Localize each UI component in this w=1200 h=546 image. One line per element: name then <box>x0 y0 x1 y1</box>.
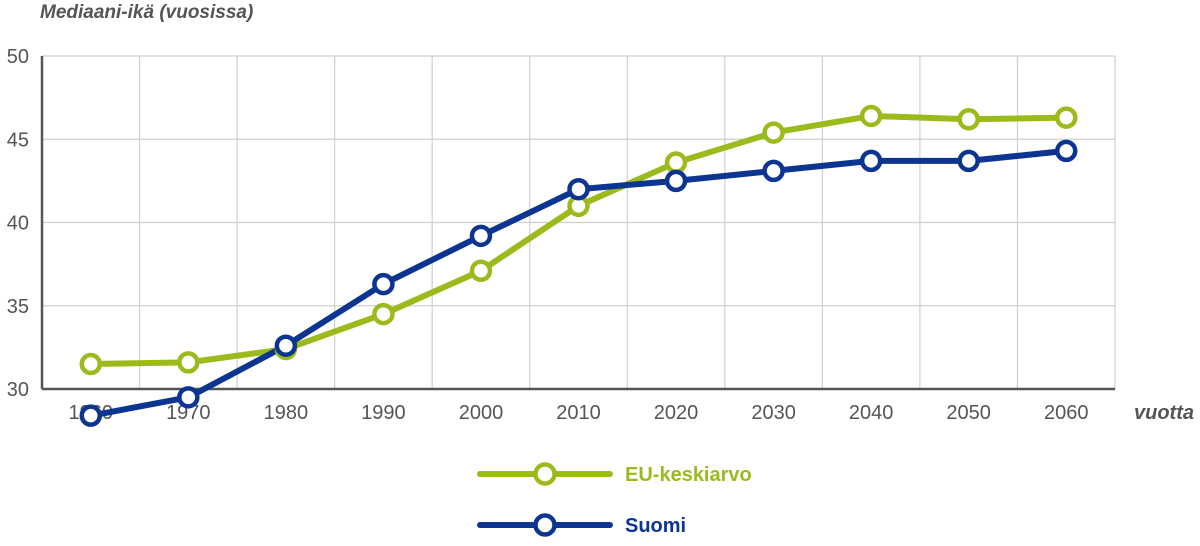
data-point-1 <box>859 149 883 173</box>
data-point-1 <box>1054 139 1078 163</box>
x-tick-label: 2050 <box>946 402 991 424</box>
legend-marker-0 <box>533 462 557 486</box>
y-tick-label: 45 <box>7 129 29 151</box>
data-point-1 <box>567 177 590 201</box>
data-point-0 <box>1054 106 1078 129</box>
data-point-1 <box>469 224 493 248</box>
y-axis-title: Mediaani-ikä (vuosissa) <box>40 2 254 23</box>
x-tick-label: 2030 <box>751 402 796 424</box>
x-tick-label: 2000 <box>459 402 504 424</box>
data-point-1 <box>762 159 785 183</box>
x-tick-label: 2020 <box>654 402 699 424</box>
legend-label-1: Suomi <box>625 515 686 537</box>
data-point-0 <box>177 351 200 374</box>
x-tick-label: 2010 <box>556 402 601 424</box>
x-tick-label: 2040 <box>849 402 894 424</box>
legend-marker-1 <box>533 513 557 537</box>
x-tick-label: 1980 <box>264 402 309 424</box>
data-point-1 <box>79 404 103 427</box>
x-axis-unit-label: vuotta <box>1134 402 1194 424</box>
data-point-0 <box>469 259 493 283</box>
data-point-1 <box>177 386 200 409</box>
data-point-0 <box>957 108 980 131</box>
data-point-1 <box>957 149 980 173</box>
data-point-0 <box>859 104 883 128</box>
x-tick-label: 1970 <box>166 402 211 424</box>
x-tick-label: 2060 <box>1044 402 1089 424</box>
y-tick-label: 50 <box>7 46 29 68</box>
legend-label-0: EU-keskiarvo <box>625 464 752 486</box>
data-point-1 <box>274 334 298 357</box>
data-point-0 <box>762 121 785 144</box>
y-tick-label: 30 <box>7 379 29 401</box>
y-tick-label: 40 <box>7 213 29 235</box>
data-point-0 <box>372 302 395 326</box>
data-point-1 <box>372 272 395 296</box>
x-tick-label: 1990 <box>361 402 406 424</box>
data-point-1 <box>664 169 688 193</box>
y-tick-label: 35 <box>7 296 29 318</box>
data-point-0 <box>79 352 103 376</box>
data-point-0 <box>664 151 688 174</box>
